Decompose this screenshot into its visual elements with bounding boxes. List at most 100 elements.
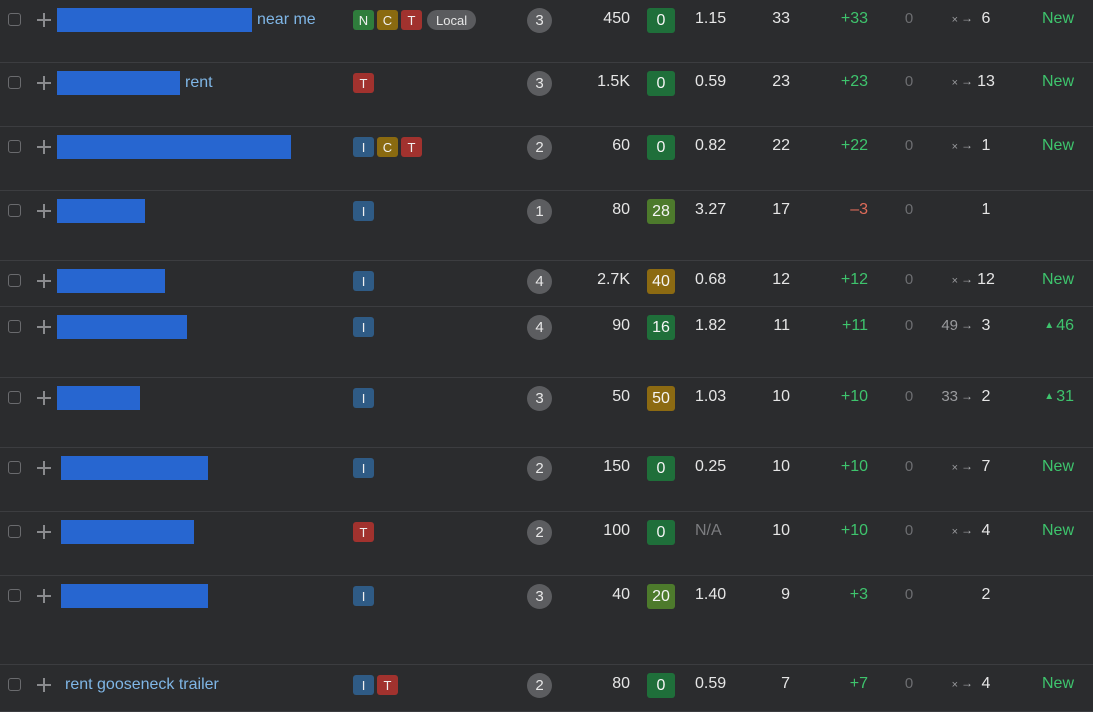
row-checkbox[interactable] bbox=[8, 461, 21, 474]
kd-badge: 0 bbox=[647, 8, 675, 33]
plus-icon[interactable] bbox=[36, 457, 52, 479]
intent-badges: I bbox=[353, 586, 374, 606]
position-badge: 2 bbox=[527, 456, 552, 481]
table-row[interactable]: I C T 2 60 0 0.82 22 +22 0 × → 1 New bbox=[0, 127, 1093, 191]
intent-badge: I bbox=[353, 458, 374, 478]
current-position: 12 bbox=[977, 271, 995, 288]
intent-badges: I bbox=[353, 271, 374, 291]
zero-value: 0 bbox=[904, 458, 914, 475]
plus-icon[interactable] bbox=[36, 674, 52, 696]
row-cells: I C T 2 60 0 0.82 22 +22 0 × → 1 New bbox=[0, 133, 1093, 161]
plus-icon[interactable] bbox=[36, 72, 52, 94]
intent-badge: I bbox=[353, 271, 374, 291]
row-checkbox[interactable] bbox=[8, 204, 21, 217]
position-badge: 4 bbox=[527, 269, 552, 294]
plus-icon[interactable] bbox=[36, 9, 52, 31]
kd-badge: 50 bbox=[647, 386, 675, 411]
row-checkbox[interactable] bbox=[8, 589, 21, 602]
arrow-right-icon: → bbox=[961, 389, 973, 403]
plus-icon[interactable] bbox=[36, 270, 52, 292]
position-change-value: New bbox=[1041, 73, 1074, 90]
previous-position: × bbox=[951, 526, 958, 538]
row-checkbox[interactable] bbox=[8, 13, 21, 26]
table-row[interactable]: rent gooseneck trailer I T 2 80 0 0.59 7 +7 0 × → 4 N… bbox=[0, 665, 1093, 712]
keyword-cell[interactable]: near me bbox=[57, 8, 316, 32]
table-row[interactable]: I 1 80 28 3.27 17 –3 0 1 bbox=[0, 191, 1093, 261]
previous-position: × bbox=[951, 462, 958, 474]
table-row[interactable]: I 2 150 0 0.25 10 +10 0 × → 7 New bbox=[0, 448, 1093, 512]
position-change-value: New bbox=[1041, 458, 1074, 475]
row-cells: I 4 2.7K 40 0.68 12 +12 0 × → 12 New bbox=[0, 267, 1093, 295]
zero-value: 0 bbox=[904, 137, 914, 154]
row-checkbox[interactable] bbox=[8, 678, 21, 691]
redacted-keyword bbox=[57, 135, 291, 159]
intent-badge: I bbox=[353, 317, 374, 337]
table-row[interactable]: T 2 100 0 N/A 10 +10 0 × → 4 New bbox=[0, 512, 1093, 576]
kd-badge: 16 bbox=[647, 315, 675, 340]
arrow-right-icon: → bbox=[961, 459, 973, 473]
table-row[interactable]: I 3 50 50 1.03 10 +10 0 33 → 2 ▲ 31 bbox=[0, 378, 1093, 448]
intent-badges: I bbox=[353, 458, 374, 478]
table-row[interactable]: near me N C T Local 3 450 0 1.15 33 +33 0 × → 6 New bbox=[0, 0, 1093, 63]
table-row[interactable]: I 3 40 20 1.40 9 +3 0 2 bbox=[0, 576, 1093, 665]
table-row[interactable]: I 4 90 16 1.82 11 +11 0 49 → 3 ▲ 46 bbox=[0, 307, 1093, 378]
plus-icon[interactable] bbox=[36, 585, 52, 607]
keyword-cell[interactable] bbox=[57, 315, 192, 339]
position-change: New bbox=[1020, 458, 1074, 476]
row-checkbox[interactable] bbox=[8, 525, 21, 538]
keyword-link[interactable]: rent bbox=[185, 74, 213, 91]
previous-position: × bbox=[951, 275, 958, 287]
current-position: 13 bbox=[977, 73, 995, 90]
plus-icon[interactable] bbox=[36, 136, 52, 158]
keyword-cell[interactable] bbox=[61, 584, 213, 608]
zero-value: 0 bbox=[904, 73, 914, 90]
row-cells: I 4 90 16 1.82 11 +11 0 49 → 3 ▲ 46 bbox=[0, 313, 1093, 341]
intent-badge: I bbox=[353, 137, 374, 157]
triangle-up-icon: ▲ bbox=[1044, 391, 1055, 402]
row-checkbox[interactable] bbox=[8, 320, 21, 333]
plus-icon[interactable] bbox=[36, 521, 52, 543]
current-position: 2 bbox=[981, 586, 991, 603]
keyword-link[interactable]: near me bbox=[257, 11, 316, 28]
table-row[interactable]: rent T 3 1.5K 0 0.59 23 +23 0 × → 13 New bbox=[0, 63, 1093, 127]
keyword-cell[interactable] bbox=[57, 386, 145, 410]
redacted-keyword bbox=[57, 8, 252, 32]
traffic-change: +10 bbox=[840, 522, 868, 539]
volume-value: 50 bbox=[612, 388, 630, 405]
position-change: New bbox=[1020, 522, 1074, 540]
zero-value: 0 bbox=[904, 522, 914, 539]
kd-badge: 20 bbox=[647, 584, 675, 609]
plus-icon[interactable] bbox=[36, 316, 52, 338]
keyword-cell[interactable] bbox=[61, 520, 199, 544]
traffic-value: 9 bbox=[781, 586, 790, 603]
table-row[interactable]: I 4 2.7K 40 0.68 12 +12 0 × → 12 New bbox=[0, 261, 1093, 307]
redacted-keyword bbox=[57, 386, 140, 410]
keyword-cell[interactable] bbox=[57, 135, 296, 159]
keyword-cell[interactable]: rent gooseneck trailer bbox=[65, 673, 219, 697]
volume-value: 40 bbox=[612, 586, 630, 603]
plus-icon[interactable] bbox=[36, 200, 52, 222]
kd-badge: 40 bbox=[647, 269, 675, 294]
redacted-keyword bbox=[61, 456, 208, 480]
keyword-cell[interactable] bbox=[61, 456, 213, 480]
row-checkbox[interactable] bbox=[8, 391, 21, 404]
keyword-cell[interactable] bbox=[57, 199, 150, 223]
row-cells: I 1 80 28 3.27 17 –3 0 1 bbox=[0, 197, 1093, 225]
previous-position: × bbox=[951, 14, 958, 26]
traffic-value: 10 bbox=[772, 458, 790, 475]
row-checkbox[interactable] bbox=[8, 76, 21, 89]
keyword-cell[interactable] bbox=[57, 269, 170, 293]
volume-value: 80 bbox=[612, 675, 630, 692]
cpc-value: 0.25 bbox=[695, 458, 727, 475]
traffic-change: +11 bbox=[842, 317, 868, 334]
traffic-value: 11 bbox=[773, 317, 790, 334]
plus-icon[interactable] bbox=[36, 387, 52, 409]
intent-badge: N bbox=[353, 10, 374, 30]
keyword-link[interactable]: rent gooseneck trailer bbox=[65, 676, 219, 693]
row-checkbox[interactable] bbox=[8, 140, 21, 153]
keyword-cell[interactable]: rent bbox=[57, 71, 213, 95]
zero-value: 0 bbox=[904, 388, 914, 405]
redacted-keyword bbox=[57, 71, 180, 95]
row-checkbox[interactable] bbox=[8, 274, 21, 287]
volume-value: 60 bbox=[612, 137, 630, 154]
